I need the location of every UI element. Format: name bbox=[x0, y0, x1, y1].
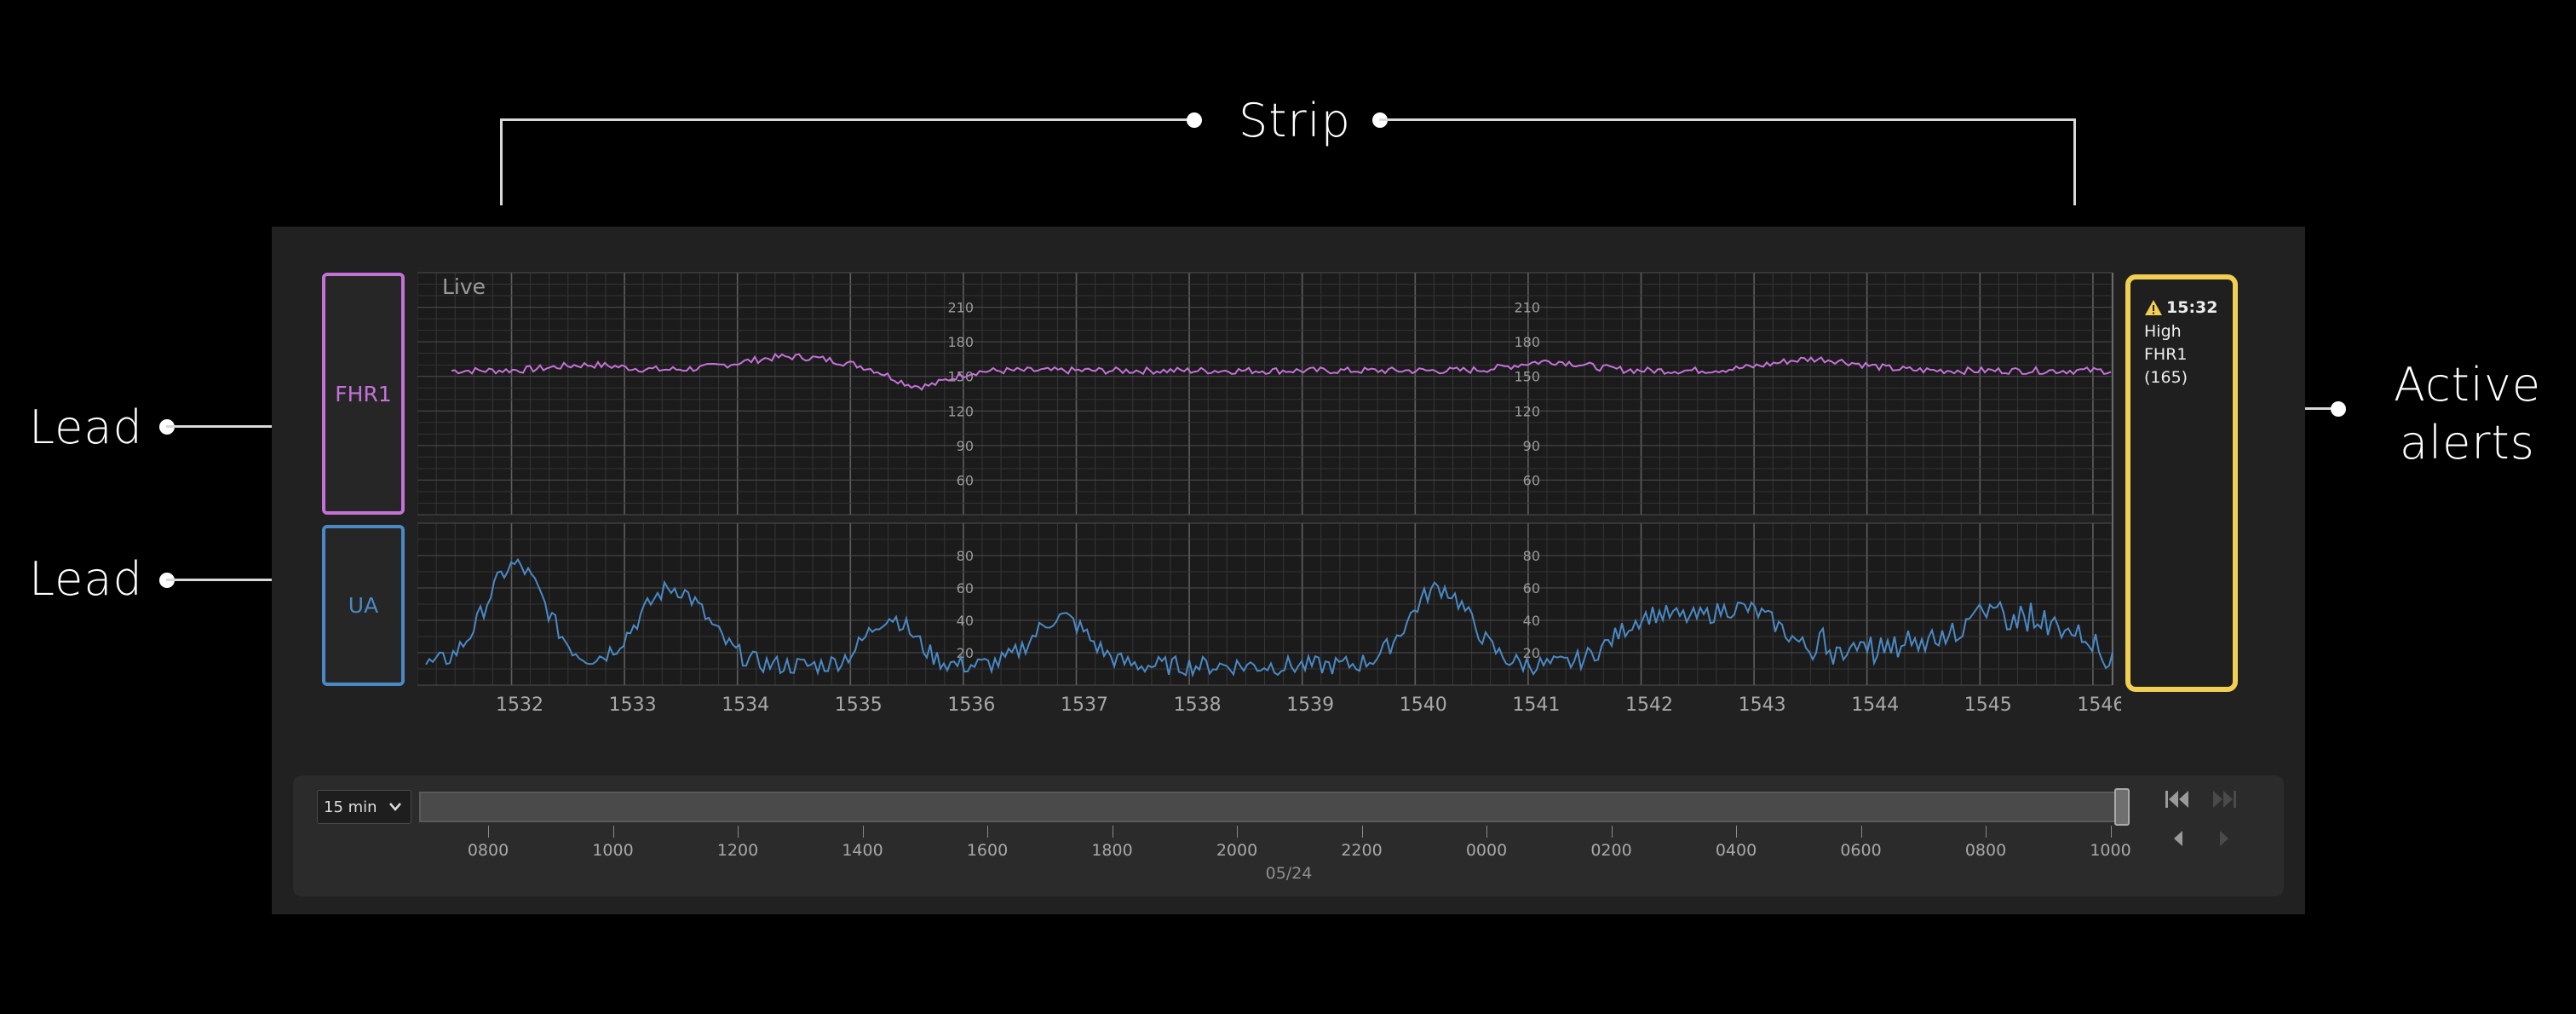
ua-scale-label: 40 bbox=[1523, 613, 1540, 629]
time-axis-label: 1542 bbox=[1625, 694, 1673, 716]
time-axis-label: 1539 bbox=[1286, 694, 1334, 716]
ua-scale-label: 20 bbox=[957, 645, 974, 661]
time-axis-label: 1541 bbox=[1512, 694, 1560, 716]
ua-scale-label: 60 bbox=[1523, 580, 1540, 596]
zoom-select-value: 15 min bbox=[324, 798, 377, 816]
lead-ua-label: UA bbox=[348, 593, 379, 618]
timeline-tick-label: 0400 bbox=[1715, 841, 1757, 860]
skip-to-start-icon[interactable] bbox=[2164, 787, 2193, 811]
fhr-scale-label: 90 bbox=[957, 438, 974, 454]
time-axis-label: 1536 bbox=[947, 694, 995, 716]
alert-level: High bbox=[2144, 322, 2182, 341]
timeline-tick-label: 0200 bbox=[1590, 841, 1632, 860]
timeline-tick-label: 0800 bbox=[1964, 841, 2007, 860]
timeline-tick-label: 2000 bbox=[1216, 841, 1258, 860]
warning-icon bbox=[2145, 300, 2162, 315]
timeline-tick-label: 1600 bbox=[966, 841, 1009, 860]
timeline-tick-label: 1200 bbox=[716, 841, 759, 860]
alerts-callout-label-2: alerts bbox=[2400, 416, 2535, 470]
time-axis-label: 1544 bbox=[1851, 694, 1899, 716]
timeline-tick bbox=[1986, 826, 1987, 838]
lead-ua-button[interactable]: UA bbox=[322, 525, 405, 686]
live-label: Live bbox=[442, 274, 486, 299]
time-axis-label: 1534 bbox=[722, 694, 769, 716]
fhr-scale-label: 120 bbox=[947, 403, 974, 419]
skip-to-end-icon[interactable] bbox=[2210, 787, 2239, 811]
timeline-scrubber-track[interactable] bbox=[419, 792, 2123, 822]
timeline-tick bbox=[1361, 826, 1363, 838]
timeline-tick-label: 0800 bbox=[467, 841, 509, 860]
timeline-tick bbox=[862, 826, 864, 838]
time-axis-label: 1533 bbox=[609, 694, 657, 716]
fhr-scale-label: 150 bbox=[1514, 369, 1540, 385]
time-axis-label: 1546 bbox=[2077, 694, 2121, 716]
step-back-icon[interactable] bbox=[2169, 827, 2188, 850]
ua-scale-label: 20 bbox=[1523, 645, 1540, 661]
alerts-callout-label-1: Active bbox=[2394, 358, 2542, 412]
fhr-scale-label: 150 bbox=[947, 369, 974, 385]
ua-scale-label: 60 bbox=[957, 580, 974, 596]
timeline-tick-label: 1400 bbox=[842, 841, 883, 860]
lead-callout-top-label: Lead bbox=[29, 400, 143, 454]
fhr-scale-label: 60 bbox=[957, 472, 974, 488]
active-alerts-panel[interactable]: 15:32 High FHR1 (165) bbox=[2125, 274, 2238, 692]
lead-callout-bottom-label: Lead bbox=[29, 552, 143, 606]
zoom-select[interactable]: 15 min bbox=[317, 790, 411, 824]
lead-fhr1-button[interactable]: FHR1 bbox=[322, 273, 405, 515]
timeline-tick bbox=[1611, 826, 1613, 838]
time-axis-label: 1545 bbox=[1964, 694, 2012, 716]
fhr-scale-label: 210 bbox=[1514, 300, 1540, 316]
timeline-tick bbox=[1860, 826, 1862, 838]
fhr-scale-label: 210 bbox=[947, 300, 974, 316]
ua-scale-label: 80 bbox=[1523, 548, 1540, 564]
fhr-scale-label: 90 bbox=[1523, 438, 1540, 454]
alert-value: (165) bbox=[2144, 368, 2188, 387]
timeline-tick-label: 0000 bbox=[1465, 841, 1508, 860]
fhr-trace bbox=[451, 352, 2112, 391]
fhr-scale-label: 60 bbox=[1523, 472, 1540, 488]
time-axis-label: 1537 bbox=[1061, 694, 1108, 716]
ua-trace bbox=[425, 557, 2113, 678]
lead-fhr1-label: FHR1 bbox=[335, 381, 392, 406]
time-axis-label: 1543 bbox=[1739, 694, 1786, 716]
timeline-tick bbox=[1736, 826, 1737, 838]
timeline-date: 05/24 bbox=[1265, 864, 1313, 883]
fhr-scale-label: 180 bbox=[947, 334, 974, 350]
timeline-tick bbox=[2110, 826, 2112, 838]
fhr-scale-label: 180 bbox=[1514, 334, 1540, 350]
ua-scale-label: 80 bbox=[957, 548, 974, 564]
timeline-tick bbox=[1486, 826, 1487, 838]
time-axis-label: 1535 bbox=[835, 694, 883, 716]
chevron-down-icon bbox=[389, 803, 401, 811]
alert-lead: FHR1 bbox=[2144, 345, 2188, 364]
fhr-scale-label: 120 bbox=[1514, 403, 1540, 419]
timeline-tick-label: 2200 bbox=[1341, 841, 1383, 860]
time-axis-label: 1538 bbox=[1174, 694, 1222, 716]
time-axis-label: 1532 bbox=[496, 694, 543, 716]
timeline-tick bbox=[987, 826, 988, 838]
timeline-tick bbox=[1237, 826, 1238, 838]
timeline-tick bbox=[488, 826, 489, 838]
timeline-tick bbox=[738, 826, 739, 838]
timeline-tick bbox=[612, 826, 614, 838]
strip-callout-label: Strip bbox=[1239, 94, 1351, 147]
timeline-tick-label: 1800 bbox=[1091, 841, 1133, 860]
ua-scale-label: 40 bbox=[957, 613, 974, 629]
timeline-tick-label: 0600 bbox=[1840, 841, 1882, 860]
timeline-tick-label: 1000 bbox=[2090, 841, 2131, 860]
timeline-tick-label: 1000 bbox=[592, 841, 634, 860]
time-axis-label: 1540 bbox=[1400, 694, 1447, 716]
timeline-scrubber-handle[interactable] bbox=[2114, 788, 2130, 826]
alert-time: 15:32 bbox=[2166, 298, 2218, 317]
strip-chart[interactable]: 210 180 150 120 90 60 80 60 40 20 210 180 150 120 90 60… bbox=[417, 270, 2121, 730]
step-forward-icon[interactable] bbox=[2215, 827, 2234, 850]
